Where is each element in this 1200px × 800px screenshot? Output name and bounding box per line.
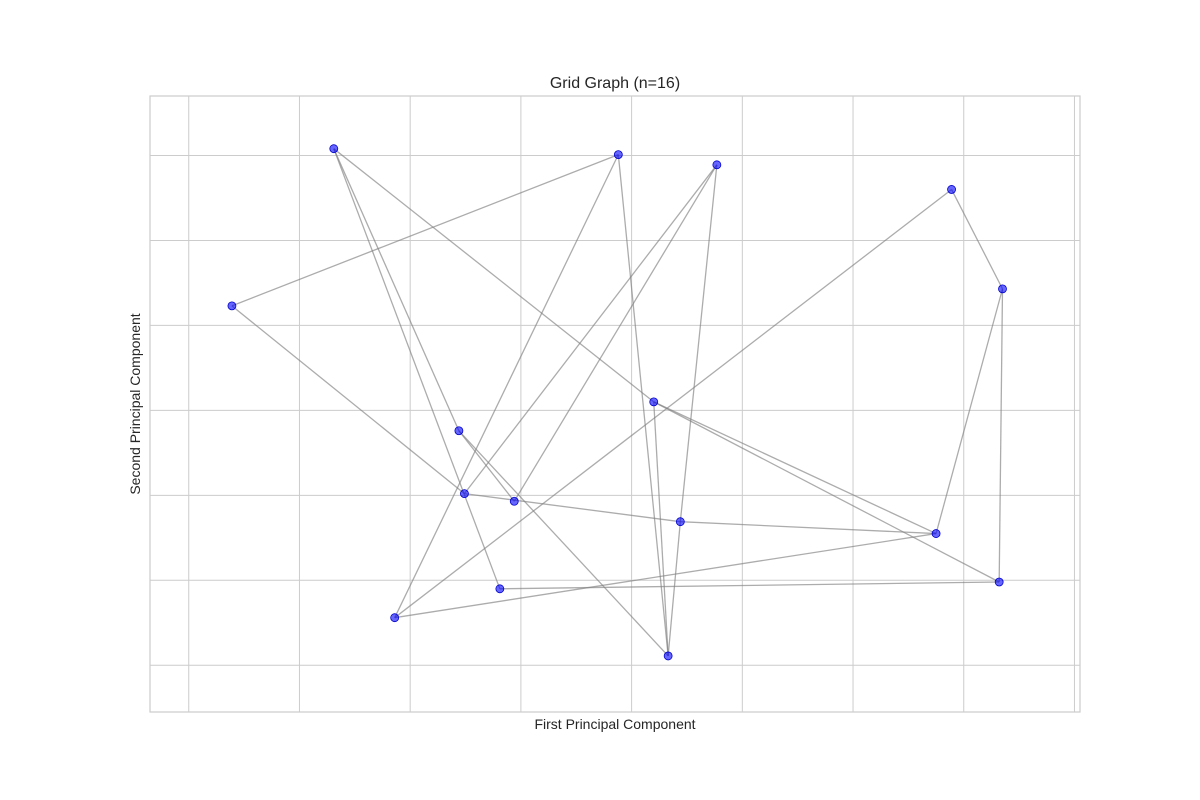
- graph-node: [675, 517, 685, 527]
- graph-node: [509, 496, 519, 506]
- x-gridlines: [188, 96, 1075, 712]
- graph-node: [454, 426, 464, 436]
- graph-edge: [653, 401, 669, 656]
- graph-edge: [667, 521, 681, 656]
- graph-edge: [463, 164, 718, 495]
- graph-node: [947, 185, 956, 194]
- graph-edge: [394, 154, 619, 618]
- graph-edge: [333, 148, 655, 403]
- graph-node: [931, 529, 941, 538]
- y-gridlines: [150, 154, 1080, 666]
- graph-node: [649, 397, 659, 407]
- graph-edge: [680, 521, 937, 535]
- graph-edge: [458, 430, 515, 502]
- plot-area-frame: [149, 95, 1081, 713]
- graph-edge: [464, 492, 681, 523]
- graph-edge: [653, 401, 937, 535]
- graph-node: [390, 613, 400, 623]
- graph-node: [227, 301, 237, 311]
- graph-node: [712, 160, 722, 170]
- graph-edge: [950, 189, 1004, 290]
- y-axis-label: Second Principal Component: [127, 313, 143, 494]
- graph-edge: [394, 188, 952, 619]
- graph-edge: [679, 164, 718, 522]
- chart-title: Grid Graph (n=16): [550, 75, 680, 92]
- graph-node: [460, 489, 469, 499]
- graph-node: [613, 150, 623, 160]
- graph-node: [994, 577, 1004, 587]
- graph-nodes: [227, 144, 1007, 661]
- graph-node: [495, 584, 505, 594]
- graph-node: [998, 284, 1007, 294]
- graph-edges: [231, 148, 1004, 657]
- graph-edge: [231, 305, 465, 495]
- graph-edge: [513, 164, 718, 502]
- graph-edge: [458, 430, 669, 657]
- graph-edge: [333, 148, 460, 432]
- graph-node: [329, 144, 339, 154]
- graph-edge: [998, 288, 1004, 583]
- graph-node: [663, 651, 673, 661]
- graph-edge: [935, 288, 1004, 534]
- graph-edge: [499, 581, 1000, 590]
- x-axis-label: First Principal Component: [534, 716, 695, 732]
- graph-edge: [617, 154, 669, 656]
- graph-edge: [653, 401, 1000, 583]
- graph-edge: [394, 532, 937, 619]
- graph-edge: [333, 148, 501, 590]
- graph-edge: [231, 154, 619, 307]
